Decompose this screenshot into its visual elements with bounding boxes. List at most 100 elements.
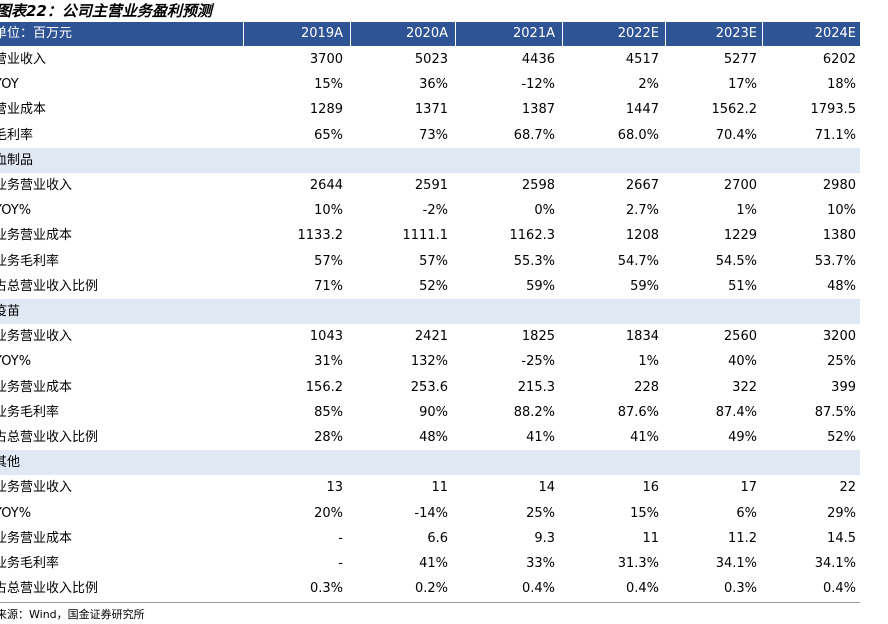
- table-cell: 17: [740, 480, 757, 496]
- table-cell: 68.7%: [513, 127, 555, 143]
- table-cell: 49%: [728, 430, 757, 445]
- table-cell: 16: [642, 480, 659, 496]
- table-cell: 2560: [723, 329, 757, 345]
- table-cell: 59%: [630, 278, 659, 294]
- table-cell: 1447: [625, 102, 659, 118]
- row-label: 占总营业收入比例: [0, 581, 99, 597]
- table-cell: 52%: [419, 278, 448, 294]
- table-cell: 70.4%: [715, 127, 757, 143]
- header-cell: 2022E: [617, 26, 659, 41]
- table-row: 营业成本 1289 1371 1387 1447 1562.2 1793.5: [0, 97, 860, 122]
- table-cell: 90%: [419, 404, 448, 420]
- row-label: YOY%: [0, 505, 32, 521]
- table-cell: 2.7%: [625, 203, 659, 219]
- row-label: 业务毛利率: [0, 253, 60, 269]
- table-row: YOY 15% 36% -12% 2% 17% 18%: [0, 72, 860, 97]
- table-cell: 85%: [314, 404, 343, 420]
- table-cell: 54.5%: [715, 253, 757, 269]
- table-cell: 10%: [827, 203, 856, 219]
- bottom-rule: [0, 602, 860, 604]
- table-cell: 68.0%: [617, 127, 659, 143]
- table-cell: 54.7%: [617, 253, 659, 269]
- table-cell: 1133.2: [297, 228, 344, 244]
- table-cell: 2598: [521, 178, 555, 193]
- header-row: 单位：百万元 2019A 2020A 2021A 2022E 2023E 2024E: [0, 22, 860, 46]
- table-cell: 0.4%: [625, 581, 659, 597]
- table-cell: 3200: [822, 329, 856, 345]
- table-cell: 18%: [827, 77, 856, 93]
- table-cell: 1208: [625, 228, 659, 244]
- column-separator: [562, 22, 563, 46]
- table-cell: 33%: [526, 556, 555, 571]
- row-label: YOY%: [0, 203, 32, 219]
- table-cell: 3700: [309, 52, 343, 67]
- row-label: 占总营业收入比例: [0, 430, 99, 445]
- table-cell: 1834: [625, 329, 659, 345]
- table-cell: 6%: [736, 505, 757, 521]
- row-label: 疫苗: [0, 304, 21, 319]
- header-cell: 2020A: [406, 26, 448, 41]
- table-cell: 31.3%: [617, 556, 659, 571]
- table-cell: 87.6%: [617, 404, 659, 420]
- table-cell: 2667: [625, 178, 659, 193]
- table-row: 营业收入 3700 5023 4436 4517 5277 6202: [0, 47, 860, 72]
- table-row: 业务毛利率 85% 90% 88.2% 87.6% 87.4% 87.5%: [0, 400, 860, 425]
- table-cell: 5023: [414, 52, 448, 67]
- table-cell: -25%: [521, 354, 555, 370]
- table-cell: 87.5%: [814, 404, 856, 420]
- table-cell: 0.2%: [414, 581, 448, 597]
- table-cell: 34.1%: [715, 556, 757, 571]
- table-cell: 2%: [638, 77, 659, 93]
- table-cell: 2980: [822, 178, 856, 193]
- row-label: 营业收入: [0, 52, 47, 67]
- table-cell: 322: [732, 379, 757, 395]
- table-row: 占总营业收入比例 0.3% 0.2% 0.4% 0.4% 0.3% 0.4%: [0, 576, 860, 601]
- row-label: 占总营业收入比例: [0, 278, 99, 294]
- table-cell: 40%: [728, 354, 757, 370]
- row-label: YOY: [0, 77, 19, 93]
- row-label: 业务营业成本: [0, 379, 73, 395]
- table-cell: 57%: [419, 253, 448, 269]
- table-cell: 0.4%: [521, 581, 555, 597]
- table-cell: 0.3%: [723, 581, 757, 597]
- header-cell: 2023E: [715, 26, 757, 41]
- row-label: 毛利率: [0, 127, 34, 143]
- table-cell: 2644: [309, 178, 343, 193]
- header-cell: 2019A: [301, 26, 343, 41]
- table-cell: 71%: [314, 278, 343, 294]
- table-row: 业务营业成本 1133.2 1111.1 1162.3 1208 1229 1380: [0, 223, 860, 248]
- table-row: 毛利率 65% 73% 68.7% 68.0% 70.4% 71.1%: [0, 123, 860, 148]
- table-cell: -: [338, 556, 343, 571]
- table-cell: 156.2: [305, 379, 343, 395]
- row-label: YOY%: [0, 354, 32, 370]
- table-cell: 1380: [822, 228, 856, 244]
- table-row: 业务营业收入 2644 2591 2598 2667 2700 2980: [0, 173, 860, 198]
- row-label: 业务毛利率: [0, 556, 60, 571]
- table-row: 业务营业成本 156.2 253.6 215.3 228 322 399: [0, 375, 860, 400]
- table-cell: 65%: [314, 127, 343, 143]
- table-cell: 6202: [822, 52, 856, 67]
- table-cell: 59%: [526, 278, 555, 294]
- table-cell: 51%: [728, 278, 757, 294]
- table-cell: 1162.3: [509, 228, 556, 244]
- table-cell: -: [338, 530, 343, 546]
- table-row: YOY% 20% -14% 25% 15% 6% 29%: [0, 501, 860, 526]
- table-row: 业务毛利率 57% 57% 55.3% 54.7% 54.5% 53.7%: [0, 249, 860, 274]
- table-cell: 2591: [414, 178, 448, 193]
- table-cell: 1825: [521, 329, 555, 345]
- source: 来源：Wind，国金证券研究所: [0, 608, 145, 621]
- table-cell: 1387: [521, 102, 555, 118]
- table-cell: 0.4%: [822, 581, 856, 597]
- table-cell: 11: [431, 480, 448, 496]
- table-cell: 228: [634, 379, 659, 395]
- table-cell: 41%: [419, 556, 448, 571]
- table-cell: 48%: [827, 278, 856, 294]
- table-cell: 1371: [414, 102, 448, 118]
- column-separator: [455, 22, 456, 46]
- table-cell: 5277: [723, 52, 757, 67]
- table-cell: 1793.5: [810, 102, 857, 118]
- row-label: 营业成本: [0, 102, 47, 118]
- table-cell: 15%: [630, 505, 659, 521]
- section-row: 血制品: [0, 147, 860, 173]
- table-cell: 2421: [414, 329, 448, 345]
